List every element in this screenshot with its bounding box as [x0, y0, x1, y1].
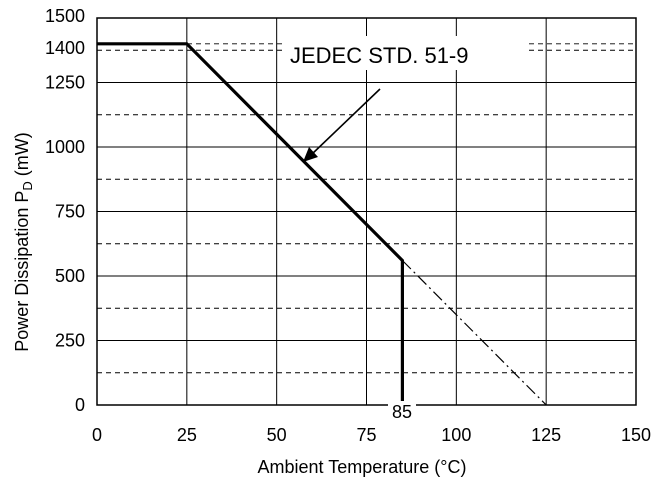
x-tick-label: 150 — [621, 425, 651, 445]
annotation-arrow-head — [303, 147, 318, 162]
y-axis-title-unit: (mW) — [12, 132, 32, 181]
vline-label: 85 — [392, 402, 412, 422]
y-tick-label: 1500 — [45, 6, 85, 26]
y-tick-labels: 0 250 500 750 1000 1250 1400 1500 — [45, 6, 85, 415]
y-axis-title-main: Power Dissipation P — [12, 191, 32, 352]
y-axis-title-subscript: D — [20, 181, 35, 190]
x-tick-label: 75 — [356, 425, 376, 445]
series-lines — [97, 42, 547, 406]
y-tick-label: 0 — [75, 395, 85, 415]
grid-lines — [97, 18, 636, 405]
y-tick-label: 750 — [55, 202, 85, 222]
x-tick-label: 100 — [441, 425, 471, 445]
plot-frame — [96, 17, 637, 406]
y-tick-label: 500 — [55, 266, 85, 286]
x-axis-title: Ambient Temperature (°C) — [258, 457, 467, 477]
series-label-background — [283, 36, 525, 70]
extrapolation-line — [401, 260, 547, 406]
annotation-arrow-line — [310, 88, 381, 156]
vline-label-background — [388, 401, 416, 423]
y-tick-label: 1000 — [45, 137, 85, 157]
x-tick-label: 125 — [531, 425, 561, 445]
y-axis-title: Power Dissipation PD (mW) — [12, 132, 35, 351]
series-label: JEDEC STD. 51-9 — [290, 43, 469, 68]
y-tick-label: 1250 — [45, 73, 85, 93]
y-tick-label: 250 — [55, 331, 85, 351]
derating-curve — [97, 42, 404, 405]
x-tick-label: 50 — [267, 425, 287, 445]
x-tick-label: 0 — [92, 425, 102, 445]
x-tick-labels: 0 25 50 75 100 125 150 — [92, 425, 651, 445]
y-tick-label: 1400 — [45, 38, 85, 58]
x-tick-label: 25 — [177, 425, 197, 445]
